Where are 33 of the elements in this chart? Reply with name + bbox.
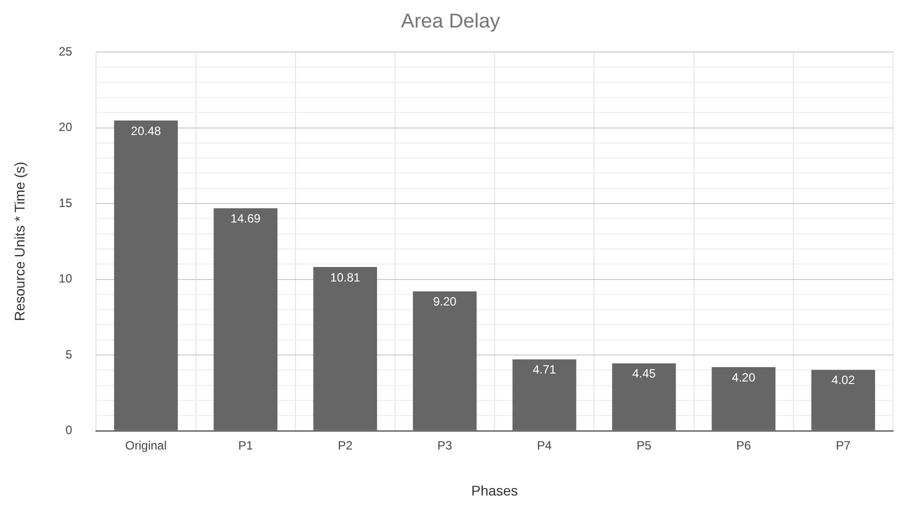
bar bbox=[712, 367, 776, 430]
data-label: 14.69 bbox=[230, 212, 261, 226]
x-tick-label: P4 bbox=[537, 438, 552, 452]
y-tick-label: 0 bbox=[65, 423, 72, 438]
x-tick-label: P2 bbox=[338, 438, 353, 452]
y-axis-title: Resource Units * Time (s) bbox=[11, 162, 28, 322]
bar bbox=[612, 363, 676, 430]
bar bbox=[811, 370, 876, 430]
data-label: 4.02 bbox=[832, 373, 856, 388]
y-tick-label: 15 bbox=[58, 196, 72, 210]
bar bbox=[412, 291, 477, 430]
x-tick-label: P7 bbox=[836, 438, 851, 452]
data-label: 10.81 bbox=[330, 270, 361, 284]
data-label: 4.71 bbox=[532, 362, 556, 377]
data-label: 4.20 bbox=[732, 370, 756, 384]
y-tick-label: 10 bbox=[58, 272, 72, 286]
bar bbox=[512, 359, 576, 430]
bar bbox=[114, 120, 178, 430]
x-tick-label: P5 bbox=[636, 438, 652, 452]
x-tick-label: P1 bbox=[238, 438, 254, 452]
x-tick-label: P3 bbox=[437, 438, 452, 452]
x-tick-label: P6 bbox=[736, 438, 752, 452]
chart-title: Area Delay bbox=[401, 10, 500, 33]
bar bbox=[313, 267, 378, 430]
data-label: 4.45 bbox=[632, 366, 656, 381]
y-tick-label: 20 bbox=[58, 120, 72, 134]
data-label: 9.20 bbox=[433, 294, 457, 309]
bar bbox=[214, 208, 278, 430]
x-tick-label: Original bbox=[125, 438, 167, 452]
data-label: 20.48 bbox=[130, 124, 162, 138]
y-tick-label: 5 bbox=[65, 347, 72, 362]
x-axis-title: Phases bbox=[471, 482, 518, 498]
y-tick-label: 25 bbox=[58, 44, 72, 58]
